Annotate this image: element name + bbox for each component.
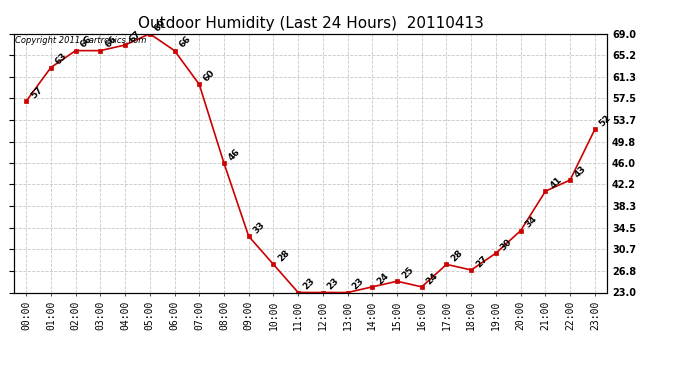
Text: 66: 66 bbox=[79, 34, 94, 50]
Text: 24: 24 bbox=[424, 271, 440, 286]
Title: Outdoor Humidity (Last 24 Hours)  20110413: Outdoor Humidity (Last 24 Hours) 2011041… bbox=[137, 16, 484, 31]
Text: 23: 23 bbox=[326, 276, 341, 292]
Text: 23: 23 bbox=[301, 276, 316, 292]
Text: 57: 57 bbox=[29, 85, 44, 100]
Text: 34: 34 bbox=[524, 214, 539, 230]
Text: 43: 43 bbox=[573, 164, 588, 179]
Text: 33: 33 bbox=[251, 220, 266, 236]
Text: 23: 23 bbox=[351, 276, 366, 292]
Text: 41: 41 bbox=[548, 175, 564, 190]
Text: 52: 52 bbox=[598, 113, 613, 129]
Text: 66: 66 bbox=[103, 34, 118, 50]
Text: 28: 28 bbox=[449, 248, 464, 264]
Text: 69: 69 bbox=[152, 18, 168, 33]
Text: Copyright 2011 Cartronics.com: Copyright 2011 Cartronics.com bbox=[15, 36, 146, 45]
Text: 63: 63 bbox=[54, 51, 69, 67]
Text: 24: 24 bbox=[375, 271, 391, 286]
Text: 67: 67 bbox=[128, 29, 143, 44]
Text: 25: 25 bbox=[400, 265, 415, 280]
Text: 66: 66 bbox=[177, 34, 193, 50]
Text: 46: 46 bbox=[227, 147, 242, 162]
Text: 60: 60 bbox=[202, 69, 217, 84]
Text: 27: 27 bbox=[474, 254, 489, 269]
Text: 28: 28 bbox=[276, 248, 291, 264]
Text: 30: 30 bbox=[499, 237, 514, 252]
